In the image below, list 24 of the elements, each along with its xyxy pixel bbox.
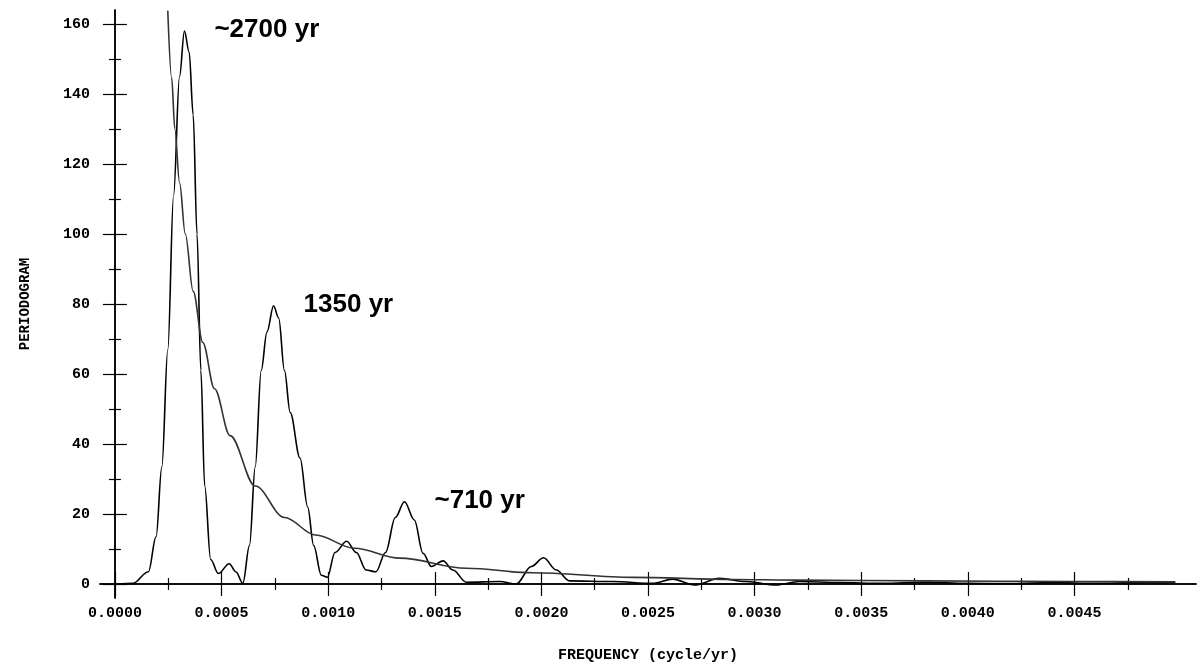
y-tick-label: 0 (80, 575, 90, 593)
x-axis-title: FREQUENCY (cycle/yr) (557, 647, 739, 664)
x-tick-label: 0.0020 (514, 605, 569, 622)
y-tick-label: 80 (71, 295, 90, 313)
y-tick-label: 20 (71, 505, 90, 523)
x-tick-label: 0.0015 (407, 605, 462, 622)
x-tick-label: 0.0010 (301, 605, 356, 622)
annotation: ~2700 yr (214, 13, 320, 43)
y-tick-label: 100 (62, 225, 90, 243)
x-tick-label: 0.0000 (87, 605, 142, 622)
y-tick-label: 140 (62, 85, 90, 103)
x-tick-label: 0.0045 (1047, 605, 1102, 622)
y-axis-title: PERIODOGRAM (17, 257, 33, 351)
y-tick-label: 60 (71, 365, 90, 383)
x-tick-label: 0.0035 (834, 605, 889, 622)
x-tick-label: 0.0040 (940, 605, 995, 622)
annotation: ~710 yr (434, 483, 525, 514)
y-tick-label: 120 (62, 155, 90, 173)
y-tick-label: 160 (62, 15, 90, 33)
x-tick-label: 0.0030 (727, 605, 782, 622)
annotation: 1350 yr (303, 287, 394, 318)
y-tick-label: 40 (71, 435, 90, 453)
x-tick-label: 0.0025 (620, 605, 676, 622)
x-tick-label: 0.0005 (194, 605, 249, 622)
